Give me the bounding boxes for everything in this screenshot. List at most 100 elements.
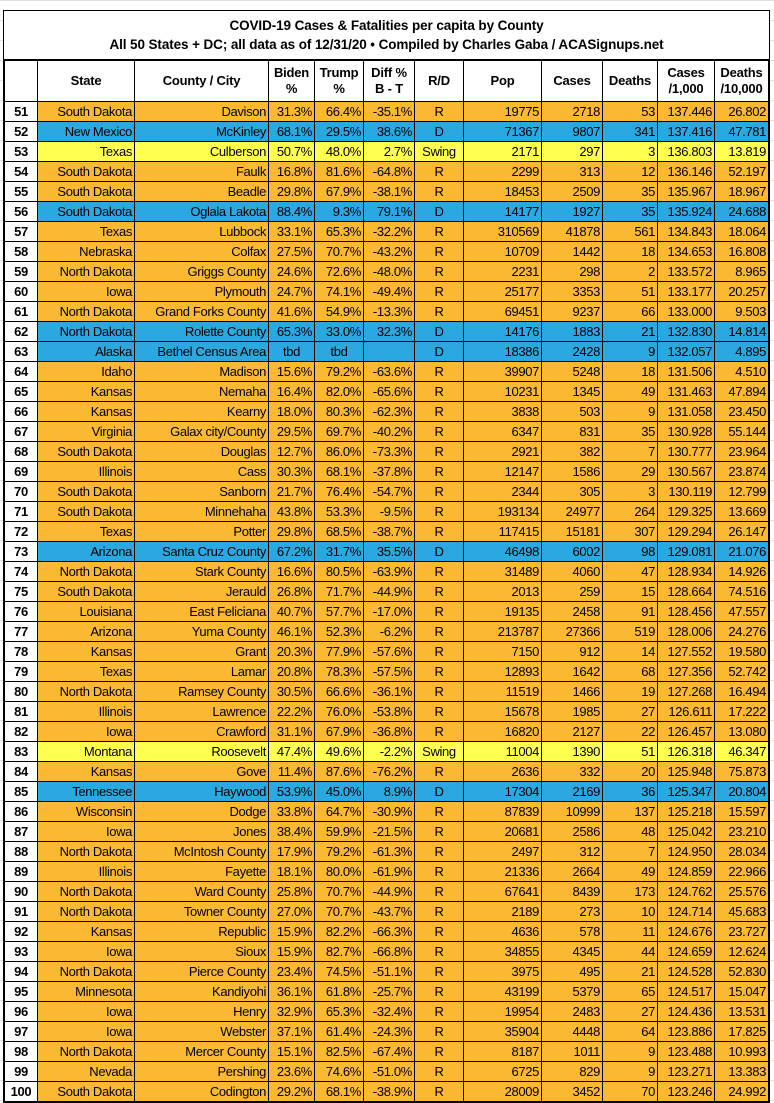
cell-population: 2013 [463,581,542,602]
cell-deaths-per-10000: 52.742 [714,661,769,682]
cell-diff-pct: -38.1% [363,181,415,202]
cell-diff-pct: 79.1% [363,201,415,222]
cell-diff-pct: -67.4% [363,1041,415,1062]
cell-county: Stark County [134,561,269,582]
cell-cases: 2428 [541,341,603,362]
cell-diff-pct: -64.8% [363,161,415,182]
cell-deaths-per-10000: 23.964 [714,441,769,462]
cell-county: Webster [134,1021,269,1042]
cell-county: Oglala Lakota [134,201,269,222]
cell-deaths: 9 [602,341,658,362]
cell-cases: 1586 [541,461,603,482]
cell-row-number: 59 [4,261,38,282]
cell-cases: 298 [541,261,603,282]
cell-party: R [414,241,464,262]
cell-biden-pct: 20.8% [268,661,315,682]
table-row: 71 South Dakota Minnehaha 43.8% 53.3% -9.5% R 1… [4,501,769,522]
cell-deaths: 27 [602,1001,658,1022]
cell-cases: 9807 [541,121,603,142]
cell-deaths-per-10000: 24.992 [714,1081,769,1102]
cell-county: Galax city/County [134,421,269,442]
cell-deaths: 18 [602,241,658,262]
cell-population: 19775 [463,101,542,122]
cell-county: Lamar [134,661,269,682]
cell-diff-pct: 32.3% [363,321,415,342]
cell-biden-pct: 15.9% [268,921,315,942]
cell-row-number: 58 [4,241,38,262]
cell-population: 10231 [463,381,542,402]
cell-trump-pct: 9.3% [314,201,364,222]
table-row: 60 Iowa Plymouth 24.7% 74.1% -49.4% R 25177 3353… [4,281,769,302]
cell-deaths: 519 [602,621,658,642]
cell-cases-per-1000: 132.830 [657,321,715,342]
covid-table-sheet: COVID-19 Cases & Fatalities per capita b… [3,10,770,1103]
cell-biden-pct: 68.1% [268,121,315,142]
cell-deaths-per-10000: 22.966 [714,861,769,882]
table-row: 98 North Dakota Mercer County 15.1% 82.5% -67… [4,1041,769,1062]
cell-state: Iowa [37,281,135,302]
cell-diff-pct: -21.5% [363,821,415,842]
cell-diff-pct: -63.9% [363,561,415,582]
cell-trump-pct: 71.7% [314,581,364,602]
column-header-biden-pct: Biden % [268,60,315,102]
cell-deaths: 51 [602,741,658,762]
cell-county: East Feliciana [134,601,269,622]
cell-state: Idaho [37,361,135,382]
table-row: 73 Arizona Santa Cruz County 67.2% 31.7% 35.5… [4,541,769,562]
cell-cases: 495 [541,961,603,982]
cell-trump-pct: 66.4% [314,101,364,122]
cell-deaths-per-10000: 47.781 [714,121,769,142]
cell-population: 4636 [463,921,542,942]
cell-cases: 2127 [541,721,603,742]
cell-party: R [414,961,464,982]
cell-county: Crawford [134,721,269,742]
cell-row-number: 75 [4,581,38,602]
cell-cases-per-1000: 126.611 [657,701,715,722]
cell-county: Ramsey County [134,681,269,702]
cell-biden-pct: 67.2% [268,541,315,562]
cell-cases: 1642 [541,661,603,682]
cell-deaths-per-10000: 13.383 [714,1061,769,1082]
cell-state: Nebraska [37,241,135,262]
cell-row-number: 94 [4,961,38,982]
cell-cases: 5248 [541,361,603,382]
cell-trump-pct: 77.9% [314,641,364,662]
cell-party: R [414,901,464,922]
table-title: COVID-19 Cases & Fatalities per capita b… [4,11,769,60]
cell-cases: 2586 [541,821,603,842]
cell-party: Swing [414,141,464,162]
cell-county: McIntosh County [134,841,269,862]
cell-population: 19954 [463,1001,542,1022]
cell-cases-per-1000: 136.146 [657,161,715,182]
cell-cases: 1883 [541,321,603,342]
cell-row-number: 52 [4,121,38,142]
cell-state: North Dakota [37,681,135,702]
cell-diff-pct: -44.9% [363,581,415,602]
cell-row-number: 98 [4,1041,38,1062]
cell-state: Kansas [37,761,135,782]
cell-deaths-per-10000: 21.076 [714,541,769,562]
cell-state: Texas [37,521,135,542]
cell-cases: 3452 [541,1081,603,1102]
cell-biden-pct: 12.7% [268,441,315,462]
cell-row-number: 93 [4,941,38,962]
cell-deaths: 341 [602,121,658,142]
cell-county: Potter [134,521,269,542]
cell-county: Plymouth [134,281,269,302]
cell-row-number: 62 [4,321,38,342]
table-row: 79 Texas Lamar 20.8% 78.3% -57.5% R 12893 1642 68… [4,661,769,682]
table-row: 64 Idaho Madison 15.6% 79.2% -63.6% R 39907 5248… [4,361,769,382]
cell-diff-pct: -32.4% [363,1001,415,1022]
cell-population: 6725 [463,1061,542,1082]
cell-population: 2299 [463,161,542,182]
cell-deaths-per-10000: 52.197 [714,161,769,182]
cell-party: D [414,321,464,342]
cell-state: South Dakota [37,161,135,182]
table-row: 70 South Dakota Sanborn 21.7% 76.4% -54.7% R 23… [4,481,769,502]
cell-cases: 312 [541,841,603,862]
cell-diff-pct: -38.9% [363,1081,415,1102]
cell-biden-pct: 26.8% [268,581,315,602]
cell-population: 193134 [463,501,542,522]
cell-population: 67641 [463,881,542,902]
table-row: 65 Kansas Nemaha 16.4% 82.0% -65.6% R 10231 1345… [4,381,769,402]
